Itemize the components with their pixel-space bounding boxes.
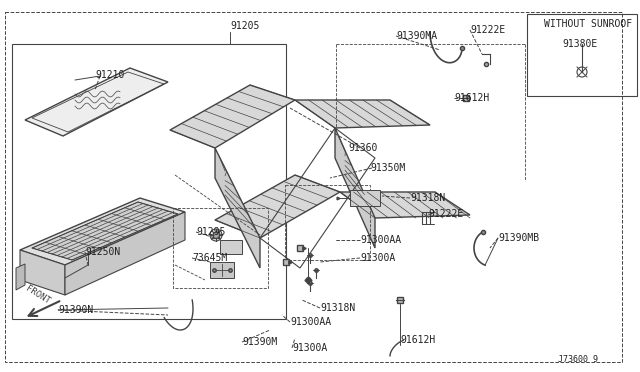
Bar — [210, 262, 234, 278]
Polygon shape — [20, 198, 185, 265]
Text: 91295: 91295 — [196, 227, 225, 237]
Text: 91390M: 91390M — [242, 337, 277, 347]
Text: 91612H: 91612H — [400, 335, 435, 345]
Text: 91300A: 91300A — [360, 253, 396, 263]
Text: 91222E: 91222E — [428, 209, 463, 219]
Bar — [527, 14, 637, 96]
Text: 91360: 91360 — [348, 143, 378, 153]
Text: 91205: 91205 — [230, 21, 259, 31]
Text: 73645M: 73645M — [192, 253, 227, 263]
Polygon shape — [295, 100, 430, 128]
Text: 91318N: 91318N — [320, 303, 355, 313]
Polygon shape — [16, 264, 25, 290]
Text: 91250N: 91250N — [85, 247, 120, 257]
Text: 91390N: 91390N — [58, 305, 93, 315]
Bar — [173, 208, 268, 288]
Text: 91612H: 91612H — [454, 93, 489, 103]
Polygon shape — [170, 85, 295, 148]
Bar — [285, 185, 370, 260]
Text: 91222E: 91222E — [470, 25, 505, 35]
Polygon shape — [65, 212, 185, 295]
Text: J73600 9: J73600 9 — [558, 356, 598, 365]
Text: 91300AA: 91300AA — [290, 317, 331, 327]
Bar — [12, 44, 286, 319]
Polygon shape — [20, 250, 65, 295]
Text: 91318N: 91318N — [410, 193, 445, 203]
Text: 91300AA: 91300AA — [360, 235, 401, 245]
Text: 91300A: 91300A — [292, 343, 327, 353]
Polygon shape — [215, 175, 340, 238]
Text: 91390MB: 91390MB — [498, 233, 539, 243]
Text: 91210: 91210 — [95, 70, 124, 80]
Polygon shape — [25, 68, 168, 136]
Polygon shape — [340, 192, 470, 218]
Polygon shape — [335, 128, 375, 248]
Polygon shape — [215, 148, 260, 268]
Bar — [220, 240, 242, 254]
Text: 91390MA: 91390MA — [396, 31, 437, 41]
Text: WITHOUT SUNROOF: WITHOUT SUNROOF — [544, 19, 632, 29]
Text: FRONT: FRONT — [24, 284, 52, 306]
Text: 91380E: 91380E — [562, 39, 597, 49]
Text: 91350M: 91350M — [370, 163, 405, 173]
Polygon shape — [32, 202, 178, 260]
Bar — [350, 190, 380, 206]
